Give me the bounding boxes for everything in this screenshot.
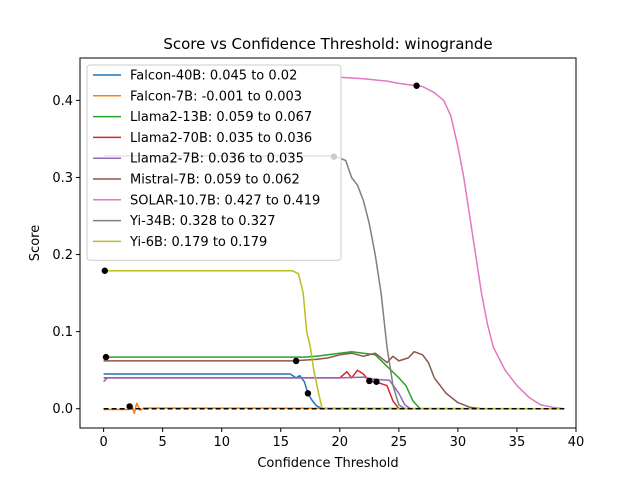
- series-line-5: [103, 350, 565, 410]
- legend-label-5: Mistral-7B: 0.059 to 0.062: [130, 173, 300, 188]
- series-line-4: [103, 376, 565, 410]
- series-marker-0: [304, 390, 312, 397]
- series-marker-5: [292, 357, 300, 365]
- plot-frame: [79, 57, 577, 429]
- y-tick-label-0: 0.0: [52, 402, 73, 417]
- x-tick-label-3: 15: [272, 435, 289, 450]
- series-line-8: [103, 270, 565, 410]
- legend-label-8: Yi-6B: 0.179 to 0.179: [129, 235, 267, 250]
- series-marker-2: [102, 353, 110, 361]
- series-marker-1: [126, 403, 133, 410]
- series-line-0: [103, 373, 565, 410]
- series-marker-8: [101, 267, 109, 274]
- x-tick-label-8: 40: [568, 435, 585, 450]
- legend-label-0: Falcon-40B: 0.045 to 0.02: [130, 69, 297, 84]
- series-marker-4: [373, 378, 380, 385]
- y-axis-label: Score: [28, 225, 43, 261]
- series-line-6: [339, 76, 565, 410]
- legend-label-4: Llama2-7B: 0.036 to 0.035: [130, 152, 304, 167]
- legend-label-2: Llama2-13B: 0.059 to 0.067: [130, 110, 312, 125]
- y-tick-label-1: 0.1: [52, 325, 73, 340]
- legend-label-1: Falcon-7B: -0.001 to 0.003: [130, 89, 302, 104]
- chart-title: Score vs Confidence Threshold: winogrand…: [163, 35, 492, 53]
- legend: Falcon-40B: 0.045 to 0.02 Falcon-7B: -0.0…: [86, 64, 342, 261]
- x-tick-label-7: 35: [509, 435, 526, 450]
- legend-box: [86, 64, 342, 261]
- x-tick-label-2: 10: [213, 435, 230, 450]
- x-tick-label-6: 30: [450, 435, 467, 450]
- legend-label-7: Yi-34B: 0.328 to 0.327: [129, 214, 276, 229]
- x-axis-label: Confidence Threshold: [257, 456, 398, 471]
- x-tick-label-0: 0: [99, 435, 107, 450]
- y-tick-label-4: 0.4: [52, 94, 73, 109]
- legend-label-3: Llama2-70B: 0.035 to 0.036: [130, 131, 312, 146]
- x-tick-label-4: 20: [332, 435, 349, 450]
- y-tick-label-3: 0.3: [52, 171, 73, 186]
- series-line-3: [103, 369, 565, 410]
- x-tick-label-1: 5: [159, 435, 167, 450]
- y-tick-label-2: 0.2: [52, 248, 73, 263]
- x-tick-label-5: 25: [391, 435, 408, 450]
- series-marker-6: [413, 82, 420, 89]
- series-marker-3: [366, 377, 373, 385]
- legend-label-6: SOLAR-10.7B: 0.427 to 0.419: [130, 193, 320, 208]
